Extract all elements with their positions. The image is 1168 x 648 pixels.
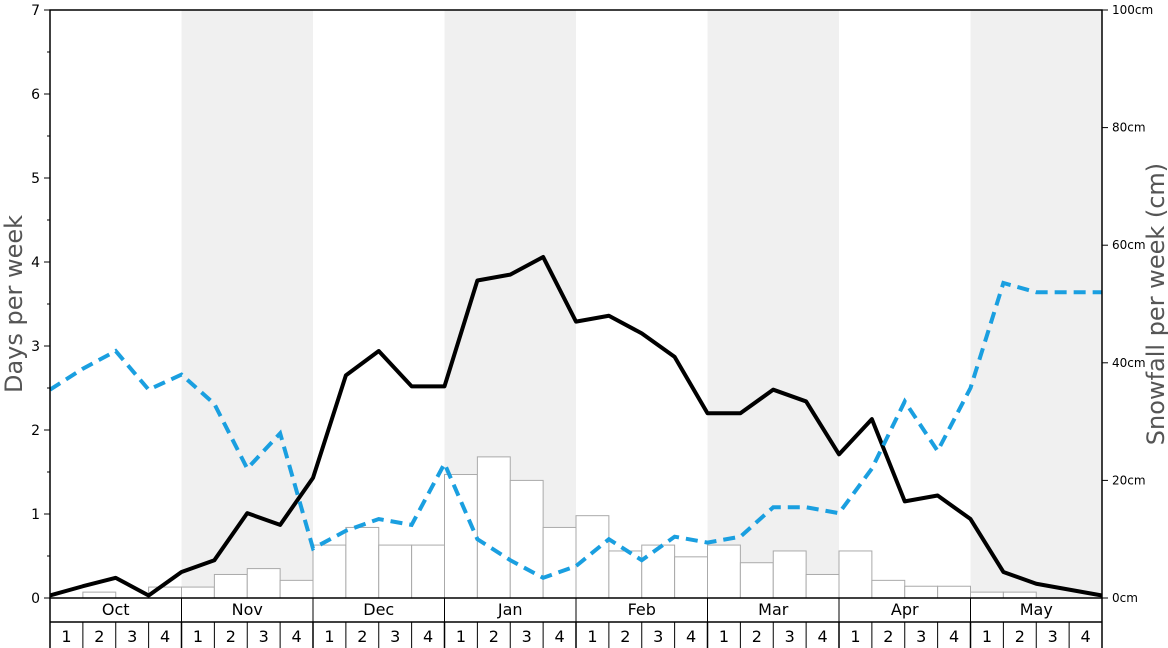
left-tick-label: 6	[31, 87, 40, 103]
week-label: 1	[850, 627, 860, 646]
week-label: 2	[226, 627, 236, 646]
week-label: 3	[1048, 627, 1058, 646]
week-label: 1	[193, 627, 203, 646]
series-lines	[48, 254, 1103, 598]
week-label: 4	[423, 627, 433, 646]
snowfall-bar	[411, 544, 445, 599]
left-tick-label: 0	[31, 591, 40, 607]
left-tick-label: 1	[31, 507, 40, 523]
week-label: 3	[259, 627, 269, 646]
left-tick-label: 3	[31, 339, 40, 355]
week-label: 1	[324, 627, 334, 646]
snowfall-bar	[641, 544, 676, 599]
month-label-nov: Nov	[232, 600, 263, 619]
snowfall-bar	[279, 579, 314, 599]
week-label: 1	[61, 627, 71, 646]
snowfall-bar	[674, 556, 708, 599]
right-axis-title: Snowfall per week (cm)	[1142, 163, 1168, 445]
left-axis: 0 1 2 3 4 5 6 7	[31, 3, 50, 607]
week-label: 1	[982, 627, 992, 646]
snowfall-bar	[608, 550, 643, 599]
snowfall-bar	[213, 573, 248, 599]
month-row: Oct Nov Dec Jan Feb Mar Apr May	[49, 598, 1103, 623]
week-label: 4	[554, 627, 564, 646]
left-axis-title: Days per week	[0, 215, 28, 393]
snowfall-bar	[312, 544, 347, 599]
snowfall-bar	[542, 526, 577, 599]
snowfall-bar	[739, 562, 774, 599]
left-tick-label: 4	[31, 255, 40, 271]
left-tick-label: 7	[31, 3, 40, 19]
left-tick-label: 2	[31, 423, 40, 439]
right-tick-label: 0cm	[1112, 591, 1138, 605]
snowfall-bar	[937, 585, 971, 599]
month-label-may: May	[1020, 600, 1053, 619]
week-label: 2	[1015, 627, 1025, 646]
week-label: 2	[489, 627, 499, 646]
snowfall-bar	[871, 579, 906, 599]
snowfall-bar	[181, 586, 215, 599]
snowfall-bar	[476, 456, 511, 599]
snowfall-bar	[444, 474, 478, 599]
snowfall-bar	[970, 591, 1004, 599]
snowfall-bar	[1002, 591, 1037, 599]
month-label-feb: Feb	[628, 600, 656, 619]
week-label: 4	[291, 627, 301, 646]
week-label: 4	[817, 627, 827, 646]
month-label-mar: Mar	[758, 600, 789, 619]
week-label: 3	[522, 627, 532, 646]
right-tick-label: 60cm	[1112, 238, 1146, 252]
week-label: 3	[653, 627, 663, 646]
month-band-mar	[707, 10, 839, 598]
solid-line-series	[49, 254, 1103, 598]
right-tick-label: 100cm	[1112, 3, 1153, 17]
week-label: 1	[456, 627, 466, 646]
snowfall-bar	[246, 568, 281, 599]
week-label: 3	[916, 627, 926, 646]
week-label: 4	[1080, 627, 1090, 646]
snowfall-bar	[345, 526, 380, 599]
snowfall-bar	[378, 544, 413, 599]
month-band-nov	[181, 10, 313, 598]
week-label: 2	[357, 627, 367, 646]
week-row: 1 2 3 4 1 2 3 4 1 2 3 4 1 2 3 4 1 2 3 4 1 2 3 4 1 2 3 4 1 2 3 4	[49, 622, 1103, 648]
week-label: 4	[160, 627, 170, 646]
snowfall-bar	[82, 591, 117, 599]
month-band-may	[970, 10, 1102, 598]
week-label: 1	[587, 627, 597, 646]
dashed-line-series	[48, 280, 1102, 581]
month-bands	[181, 10, 1102, 598]
week-label: 2	[620, 627, 630, 646]
week-label: 3	[127, 627, 137, 646]
week-label: 4	[949, 627, 959, 646]
week-label: 3	[785, 627, 795, 646]
month-label-apr: Apr	[891, 600, 919, 619]
snowfall-bar	[707, 544, 741, 599]
month-label-jan: Jan	[497, 600, 523, 619]
left-tick-label: 5	[31, 171, 40, 187]
week-label: 2	[94, 627, 104, 646]
snowfall-bars	[82, 456, 1037, 599]
week-label: 2	[752, 627, 762, 646]
snowfall-bar	[904, 585, 939, 599]
month-label-dec: Dec	[363, 600, 394, 619]
snowfall-bar	[805, 573, 840, 599]
week-label: 4	[686, 627, 696, 646]
week-label: 3	[390, 627, 400, 646]
snowfall-bar	[838, 550, 873, 599]
week-label: 1	[719, 627, 729, 646]
snowfall-bar	[772, 550, 807, 599]
snowfall-bar	[575, 515, 610, 599]
right-axis: 0cm 20cm 40cm 60cm 80cm 100cm	[1102, 3, 1153, 605]
week-label: 2	[883, 627, 893, 646]
right-tick-label: 20cm	[1112, 473, 1146, 487]
right-tick-label: 40cm	[1112, 356, 1146, 370]
snowfall-bar	[509, 479, 544, 599]
right-tick-label: 80cm	[1112, 121, 1146, 135]
month-label-oct: Oct	[102, 600, 130, 619]
